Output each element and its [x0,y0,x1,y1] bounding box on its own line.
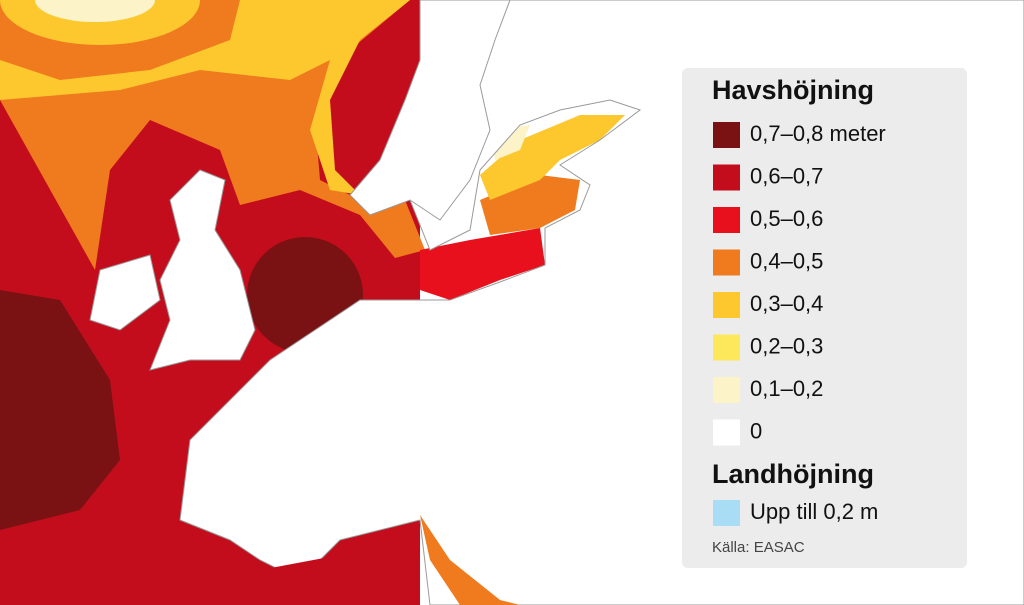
legend-box [682,68,967,568]
legend-label: 0 [750,418,762,443]
legend-swatch [713,377,740,403]
baltic-yellow [480,115,625,200]
scandinavia [349,0,511,221]
legend-label: Upp till 0,2 m [750,499,878,524]
sea-dark-atlantic [0,290,120,530]
great-britain [149,169,256,371]
legend-swatch [713,122,740,148]
legend-title: Havshöjning [712,75,874,105]
legend-swatch [713,249,740,276]
sea-mediterranean [250,555,420,605]
sea-cream-top [35,0,155,22]
legend-swatch [713,419,740,446]
legend-label: 0,7–0,8 meter [750,121,886,146]
sea-adriatic [420,515,520,605]
legend-swatch [713,292,740,318]
legend-label: 0,1–0,2 [750,376,823,401]
baltic-red [420,228,545,300]
legend-label: 0,5–0,6 [750,206,823,231]
legend-swatch [713,334,740,361]
legend-swatch [713,207,740,233]
legend-label: 0,6–0,7 [750,163,823,188]
legend-source: Källa: EASAC [712,539,805,556]
legend-land-title: Landhöjning [712,459,874,489]
legend-label: 0,4–0,5 [750,248,823,273]
legend-swatch [713,500,740,526]
legend-label: 0,2–0,3 [750,333,823,358]
legend-label: 0,3–0,4 [750,291,823,316]
legend-swatch [713,164,740,191]
ireland [89,254,161,331]
